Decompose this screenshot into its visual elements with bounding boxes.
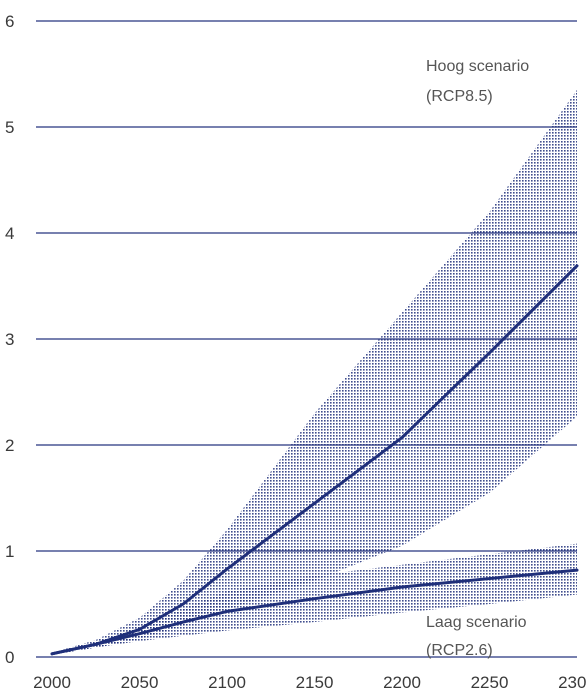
y-tick-label-1: 1 — [5, 542, 14, 561]
y-tick-label-0: 0 — [5, 648, 14, 667]
x-tick-label-2250: 2250 — [471, 673, 509, 692]
series-lines — [50, 264, 579, 656]
low-scenario-label: Laag scenario — [426, 614, 527, 631]
x-tick-label-2150: 2150 — [296, 673, 334, 692]
x-tick-labels: 2000 2050 2100 2150 2200 2250 2300 — [33, 673, 586, 692]
x-tick-label-2300: 2300 — [558, 673, 586, 692]
y-tick-labels: 0 1 2 3 4 5 6 — [5, 12, 14, 667]
x-tick-label-2000: 2000 — [33, 673, 71, 692]
x-tick-label-2200: 2200 — [383, 673, 421, 692]
x-tick-label-2100: 2100 — [208, 673, 246, 692]
y-tick-label-3: 3 — [5, 330, 14, 349]
y-tick-label-5: 5 — [5, 118, 14, 137]
low-scenario-sublabel: (RCP2.6) — [426, 642, 493, 659]
high-scenario-label: Hoog scenario — [426, 58, 529, 75]
y-tick-label-6: 6 — [5, 12, 14, 31]
band-series-0 — [52, 89, 577, 655]
uncertainty-bands — [52, 89, 577, 655]
high-scenario-sublabel: (RCP8.5) — [426, 88, 493, 105]
line-series-1 — [50, 568, 579, 656]
y-tick-label-2: 2 — [5, 436, 14, 455]
y-tick-label-4: 4 — [5, 224, 14, 243]
x-tick-label-2050: 2050 — [121, 673, 159, 692]
